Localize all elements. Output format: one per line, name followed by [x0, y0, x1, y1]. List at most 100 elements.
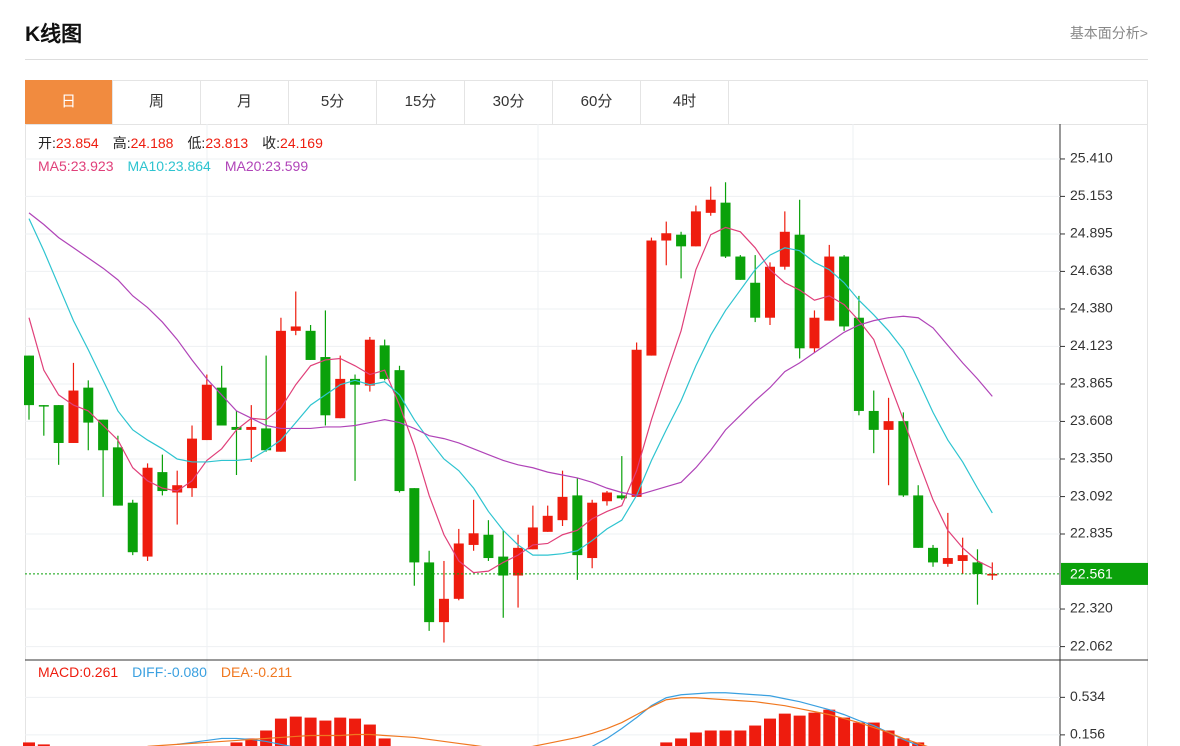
y-tick-label: 24.895 [1070, 225, 1113, 241]
macd-bar [230, 742, 243, 746]
current-price-box [1061, 562, 1148, 585]
candle-body [601, 492, 612, 502]
candle-body [157, 472, 168, 492]
candle-body [942, 558, 953, 564]
candle-body [794, 234, 805, 349]
candle-body [24, 355, 34, 406]
candle-body [98, 419, 109, 451]
candle-body [409, 488, 420, 563]
macd-bar [897, 738, 910, 746]
candle-body [290, 326, 301, 331]
candle-body [720, 202, 731, 257]
info-value: 24.188 [131, 135, 174, 151]
candle-body [928, 547, 939, 563]
legend: MA5:23.923 MA10:23.864 MA20:23.599 [38, 158, 308, 174]
legend: MACD:0.261 DIFF:-0.080 DEA:-0.211 [38, 664, 292, 680]
candle-body [275, 330, 286, 452]
y-tick-label: 24.380 [1070, 300, 1113, 316]
candle-body [705, 199, 716, 213]
y-tick-label: 23.865 [1070, 375, 1113, 391]
period-tab[interactable]: 周 [113, 80, 201, 124]
legend-value: -0.211 [254, 664, 293, 680]
y-tick-label: 23.608 [1070, 412, 1113, 428]
period-tab[interactable]: 月 [201, 80, 289, 124]
candle-body [335, 378, 346, 419]
candle-body [483, 534, 494, 559]
period-tab[interactable]: 5分 [289, 80, 377, 124]
macd-bar [349, 718, 362, 746]
info-label: 低: [187, 135, 205, 151]
chart-frame [25, 80, 1148, 746]
candle-body [350, 378, 361, 385]
legend-value: 0.261 [83, 664, 118, 680]
info-value: 24.169 [280, 135, 323, 151]
period-tab[interactable]: 60分 [553, 80, 641, 124]
macd-bar [734, 730, 747, 746]
legend-label: DEA: [221, 664, 254, 680]
candle-body [364, 339, 375, 386]
macd-bar [838, 717, 851, 746]
candle-body [631, 349, 642, 497]
period-tab[interactable]: 30分 [465, 80, 553, 124]
period-tabs: 日周月 5分 15分 30分 60分 4时 [25, 80, 1148, 125]
macd-bar [749, 725, 762, 746]
candle-body [379, 345, 390, 379]
macd-bar [793, 715, 806, 746]
y-tick-label: 25.410 [1070, 150, 1113, 166]
info-label: 开: [38, 135, 56, 151]
y-tick-label: 22.062 [1070, 637, 1113, 653]
macd-bar [808, 712, 821, 746]
macd-bar [319, 720, 332, 746]
y-tick-label: 23.092 [1070, 487, 1113, 503]
candle-body [868, 410, 879, 430]
candle-body [261, 428, 272, 451]
legend-value: 23.923 [71, 158, 114, 174]
macd-bar [245, 738, 258, 746]
info-value: 23.813 [205, 135, 248, 151]
indicator-line [28, 218, 993, 556]
macd-bar [23, 742, 35, 746]
legend-label: MACD: [38, 664, 83, 680]
candle-body [112, 447, 123, 506]
candle-body [216, 387, 227, 426]
legend-value: 23.599 [265, 158, 308, 174]
fundamental-link[interactable]: 基本面分析> [1069, 25, 1148, 41]
legend-label: MA10: [128, 158, 168, 174]
period-tab[interactable]: 日 [25, 80, 113, 124]
candle-body [587, 502, 598, 559]
indicator-line [177, 737, 292, 746]
candle-body [320, 357, 331, 416]
legend-label: MA5: [38, 158, 71, 174]
period-tab[interactable]: 4时 [641, 80, 729, 124]
macd-bar [37, 744, 50, 746]
macd-bar [378, 738, 391, 746]
candle-body [187, 438, 198, 489]
candle-body [779, 231, 790, 267]
info-value: 23.854 [56, 135, 99, 151]
candle-body [957, 555, 968, 561]
candle-body [83, 387, 94, 423]
candle-body [690, 211, 701, 247]
candle-body [557, 496, 568, 521]
legend-value: -0.080 [167, 664, 207, 680]
candle-body [246, 426, 257, 430]
candle-body [68, 390, 79, 443]
y-tick-label: 23.350 [1070, 450, 1113, 466]
ohlc-info: 开:23.854 高:24.188 低:23.813 收:24.169 [38, 135, 323, 151]
candle-body [853, 317, 864, 411]
candle-body [38, 405, 49, 407]
y-tick-label: 22.835 [1070, 525, 1113, 541]
indicator-line [147, 697, 928, 746]
macd-bar [823, 709, 836, 746]
candle-body [394, 370, 405, 492]
info-label: 高: [113, 135, 131, 151]
y-tick-label: 0.534 [1070, 688, 1105, 704]
candle-body [527, 527, 538, 550]
candle-body [142, 467, 153, 557]
candle-body [453, 543, 464, 599]
candle-body [809, 317, 820, 349]
candle-body [542, 515, 553, 532]
period-tab[interactable]: 15分 [377, 80, 465, 124]
